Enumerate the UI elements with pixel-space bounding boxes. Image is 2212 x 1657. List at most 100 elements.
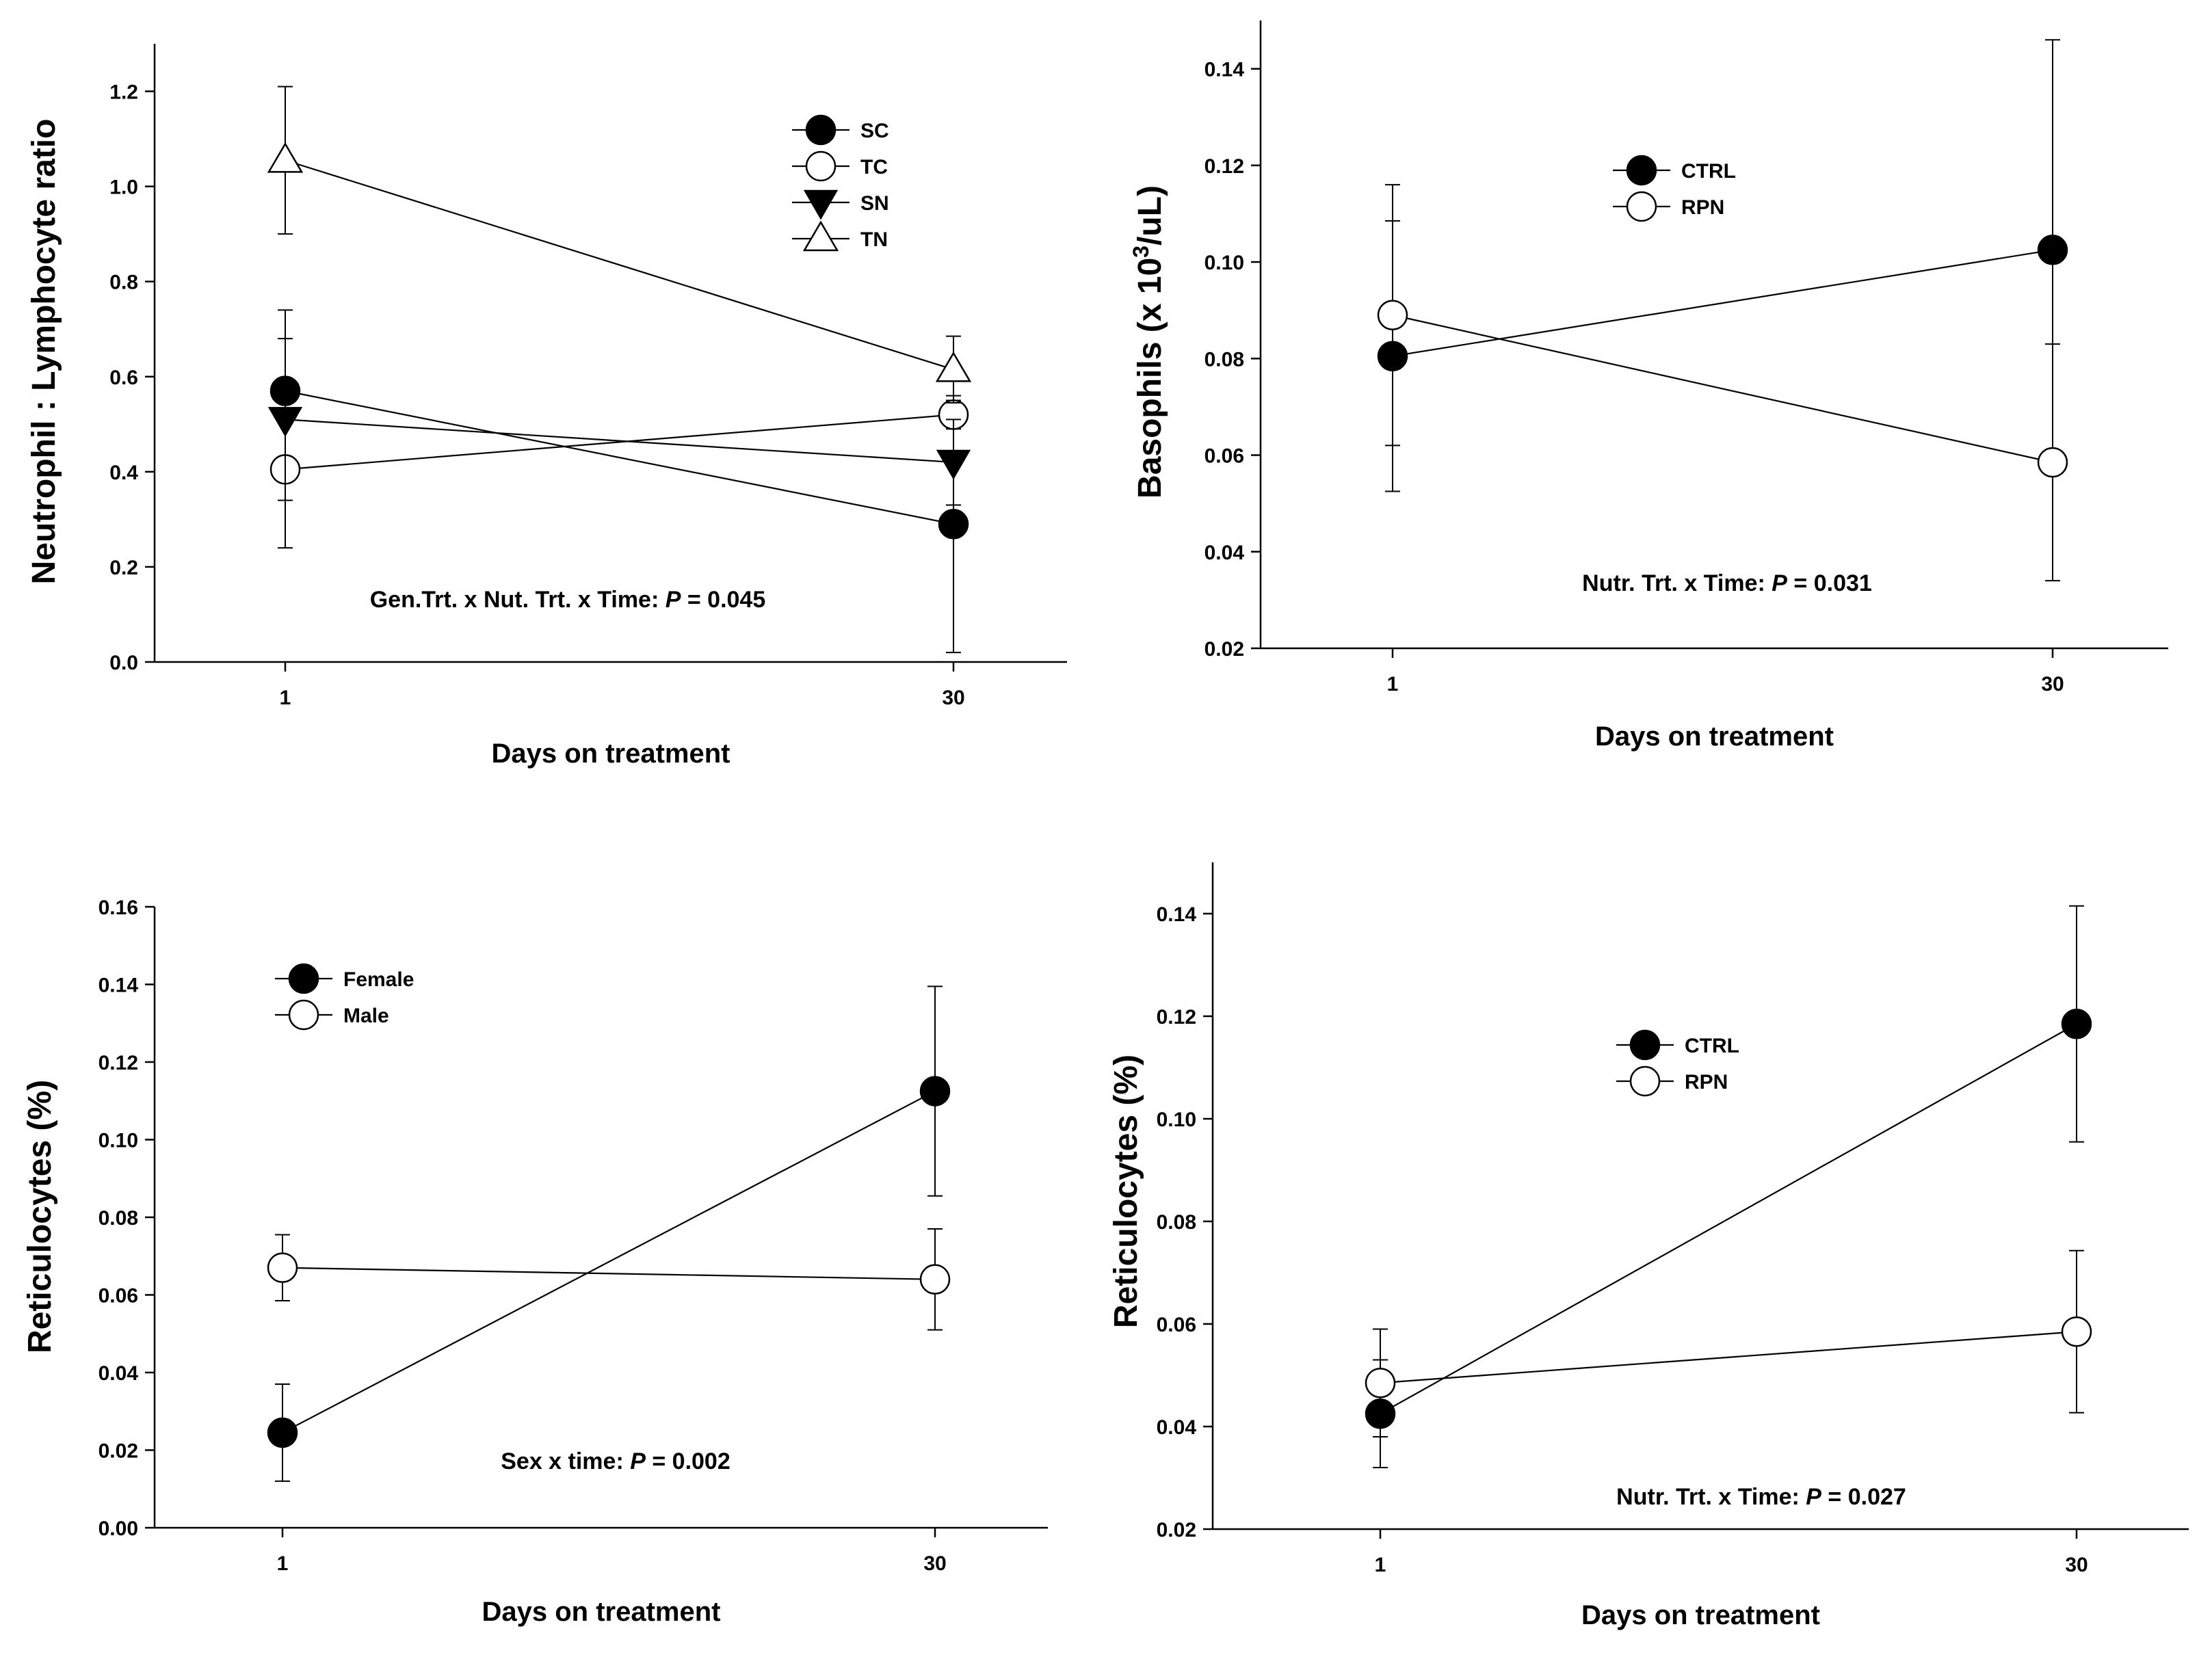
stat-annotation-prefix: Sex x time:: [501, 1448, 630, 1474]
y-tick-label: 0.12: [1204, 155, 1244, 178]
legend: Female Male: [275, 963, 414, 1031]
y-tick-label: 0.14: [98, 975, 139, 997]
series-female: [267, 985, 951, 1482]
series-ctrl: [1365, 905, 2092, 1468]
y-tick-label: 0.06: [1204, 445, 1244, 468]
y-tick-label: 0.10: [1157, 1109, 1196, 1131]
series-line: [285, 419, 954, 464]
y-axis-label: Basophils (x 103/uL): [1129, 185, 1168, 499]
y-tick-label: 0.0: [109, 652, 138, 674]
stat-annotation-value: = 0.045: [681, 587, 765, 613]
x-axis-label: Days on treatment: [1581, 1600, 1820, 1630]
legend-label: TN: [860, 228, 888, 251]
stat-annotation-p: P: [1772, 570, 1787, 596]
chart-panel-1: 0.0 0.2 0.4 0.6 0.8 1.0 1.2 1 30 Days on treatmen…: [26, 44, 1067, 769]
legend-marker: [805, 150, 837, 182]
y-tick-label: 0.12: [1157, 1006, 1196, 1029]
series-male: [267, 1228, 951, 1331]
legend-marker: [288, 963, 319, 994]
legend-label: RPN: [1685, 1071, 1728, 1093]
y-tick-label: 0.4: [109, 462, 138, 484]
legend-marker: [1629, 1065, 1661, 1097]
legend-label: CTRL: [1685, 1035, 1739, 1057]
chart-panel-3: 0.00 0.02 0.04 0.06 0.08 0.10 0.12 0.14 0.16 1 30 D…: [22, 897, 1048, 1627]
series-line: [282, 1267, 936, 1280]
data-point-marker: [1365, 1368, 1396, 1398]
y-tick-label: 0.04: [1204, 542, 1245, 564]
x-tick-label: 1: [277, 1552, 289, 1575]
stat-annotation: Nutr. Trt. x Time: P = 0.027: [1616, 1484, 1906, 1510]
series-line: [285, 159, 954, 371]
y-tick-label: 0.04: [1157, 1416, 1197, 1439]
legend-marker: [1626, 155, 1657, 186]
legend-label: TC: [860, 156, 888, 178]
stat-annotation-p: P: [630, 1448, 646, 1474]
series-tc: [269, 390, 969, 549]
data-point-marker: [1377, 300, 1408, 331]
x-tick-label: 30: [923, 1552, 946, 1575]
stat-annotation-prefix: Nutr. Trt. x Time:: [1582, 570, 1772, 596]
y-axis-label-part: /uL): [1132, 185, 1168, 246]
legend: CTRL RPN: [1613, 155, 1736, 222]
x-axis-label: Days on treatment: [492, 739, 730, 769]
data-point-marker: [267, 142, 304, 173]
y-tick-label: 1.2: [109, 81, 138, 104]
chart-panel-2: 0.02 0.04 0.06 0.08 0.10 0.12 0.14 1 30 Days on t…: [1129, 21, 2168, 752]
chart-panel-4: 0.02 0.04 0.06 0.08 0.10 0.12 0.14 1 30 Days on t…: [1108, 862, 2189, 1630]
y-tick-label: 0.16: [98, 897, 138, 919]
data-point-marker: [2061, 1009, 2092, 1039]
legend-label: Male: [343, 1005, 389, 1027]
data-point-marker: [938, 509, 969, 540]
legend-marker: [1629, 1029, 1661, 1061]
data-point-marker: [2037, 447, 2068, 478]
y-tick-label: 0.02: [98, 1440, 138, 1463]
series-line: [1380, 1023, 2077, 1415]
y-axis-label: Reticulocytes (%): [1108, 1055, 1144, 1328]
x-axis-label: Days on treatment: [1595, 721, 1834, 752]
x-tick-label: 30: [2065, 1554, 2088, 1576]
stat-annotation-prefix: Nutr. Trt. x Time:: [1616, 1484, 1806, 1510]
legend-label: RPN: [1681, 196, 1724, 219]
legend-label: SN: [860, 192, 889, 215]
series-line: [285, 414, 954, 470]
y-tick-label: 0.06: [1157, 1314, 1196, 1336]
series-line: [282, 1090, 936, 1433]
y-tick-label: 0.02: [1204, 638, 1244, 661]
stat-annotation: Sex x time: P = 0.002: [501, 1448, 730, 1474]
legend: SC TC SN TN: [792, 114, 889, 252]
y-tick-label: 0.10: [1204, 252, 1244, 274]
data-point-marker: [267, 1417, 298, 1448]
y-tick-label: 0.12: [98, 1052, 138, 1074]
data-point-marker: [919, 1264, 951, 1295]
legend-label: Female: [343, 968, 414, 991]
series-rpn: [1377, 184, 2068, 582]
y-tick-label: 0.00: [98, 1517, 138, 1540]
x-axis-label: Days on treatment: [482, 1597, 721, 1627]
stat-annotation-value: = 0.031: [1787, 570, 1872, 596]
y-axis-label: Neutrophil : Lymphocyte ratio: [26, 119, 62, 585]
x-tick-label: 1: [280, 687, 291, 709]
legend-label: CTRL: [1681, 160, 1736, 183]
stat-annotation: Nutr. Trt. x Time: P = 0.031: [1582, 570, 1872, 596]
x-tick-label: 1: [1387, 673, 1399, 695]
series-line: [285, 390, 954, 525]
stat-annotation-p: P: [1806, 1484, 1821, 1510]
legend-marker: [805, 114, 837, 146]
y-axis-label-part: Basophils (x 10: [1132, 258, 1168, 499]
data-point-marker: [2037, 235, 2068, 265]
series-ctrl: [1377, 39, 2068, 492]
series-line: [1392, 249, 2053, 357]
data-point-marker: [936, 449, 971, 480]
data-point-marker: [919, 1076, 951, 1106]
y-tick-label: 0.6: [109, 367, 138, 389]
stat-annotation-value: = 0.027: [1821, 1484, 1906, 1510]
y-tick-label: 0.8: [109, 271, 138, 294]
series-tn: [267, 85, 972, 404]
y-tick-label: 0.06: [98, 1285, 138, 1308]
y-tick-label: 0.10: [98, 1130, 138, 1152]
y-tick-label: 0.08: [1204, 348, 1244, 371]
y-axis-label-superscript: 3: [1129, 246, 1153, 258]
y-tick-label: 0.02: [1157, 1519, 1196, 1541]
legend: CTRL RPN: [1616, 1029, 1739, 1097]
y-tick-label: 0.14: [1204, 59, 1245, 81]
